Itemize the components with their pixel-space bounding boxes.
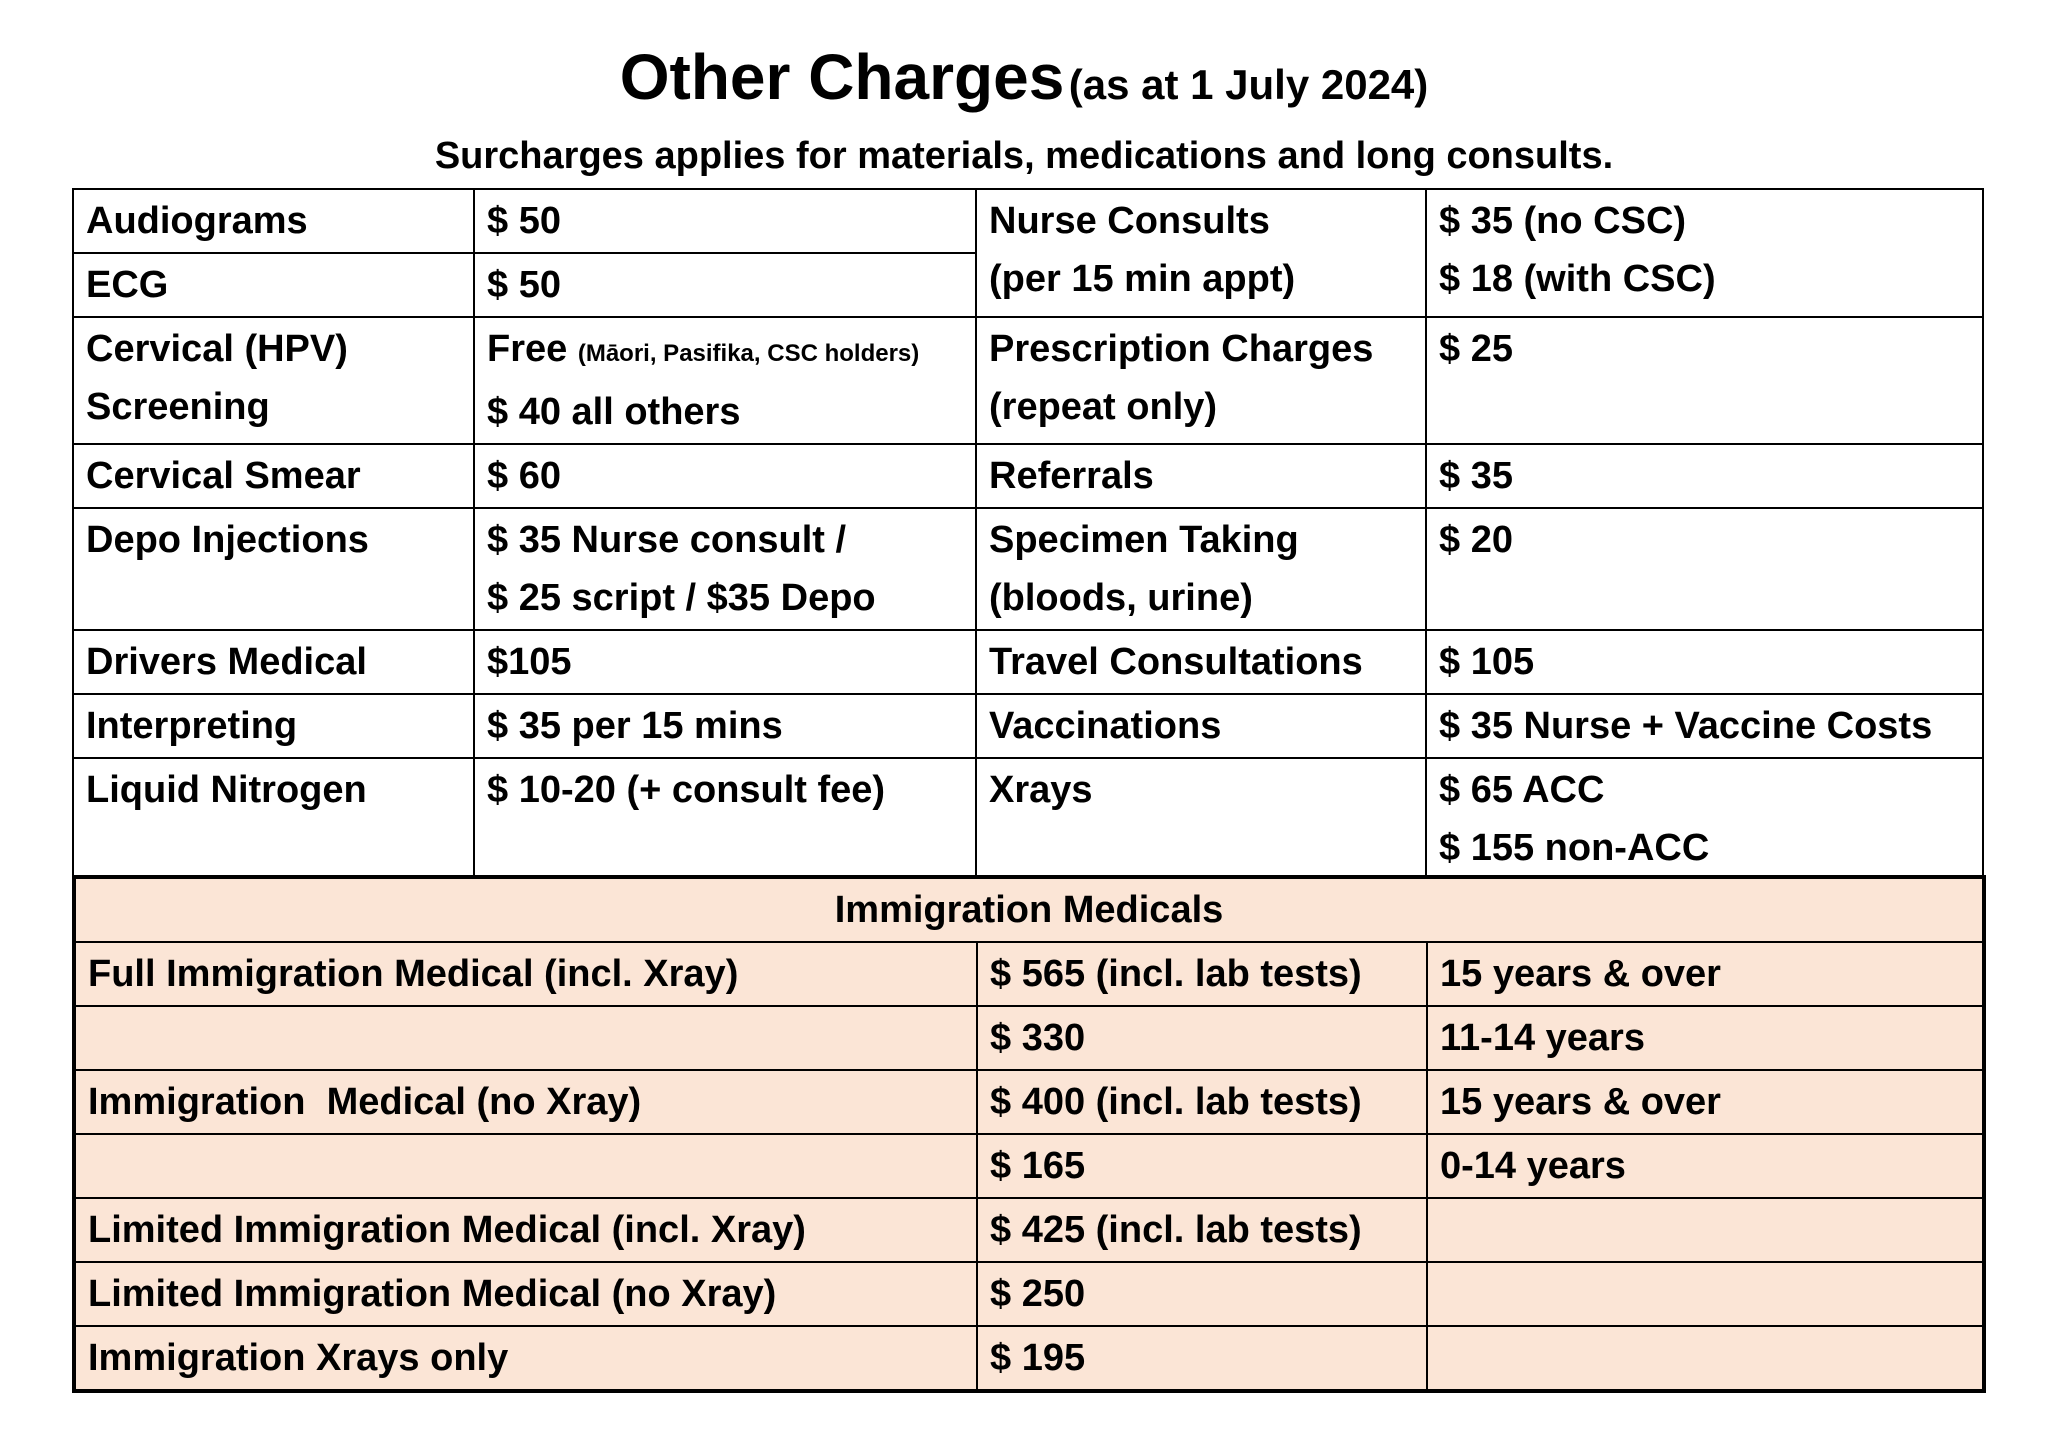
immigration-price: $ 165: [976, 1133, 1428, 1199]
charge-label: Depo Injections: [72, 507, 475, 631]
charge-label-line: Specimen Taking: [989, 519, 1299, 561]
table-row: Audiograms $ 50 Nurse Consults (per 15 m…: [72, 188, 1984, 318]
charge-label: Xrays: [975, 757, 1427, 881]
table-row: Immigration Xrays only $ 195: [73, 1325, 1986, 1392]
charge-price: $ 35 Nurse + Vaccine Costs: [1425, 693, 1984, 759]
immigration-age: 11-14 years: [1425, 1005, 1986, 1071]
immigration-service: Full Immigration Medical (incl. Xray): [73, 941, 978, 1007]
charge-price: $ 50: [473, 252, 977, 318]
free-eligibility-note: (Māori, Pasifika, CSC holders): [577, 340, 920, 367]
table-row: $ 330 11-14 years: [73, 1005, 1986, 1071]
charge-label: Prescription Charges (repeat only): [975, 316, 1427, 445]
charge-price: $ 50: [473, 188, 977, 254]
charge-price: Free (Māori, Pasifika, CSC holders) $ 40…: [473, 316, 977, 445]
charge-label: Cervical Smear: [72, 443, 475, 509]
charge-label-line: (per 15 min appt): [989, 258, 1296, 300]
immigration-service: Immigration Medical (no Xray): [73, 1069, 978, 1135]
immigration-heading: Immigration Medicals: [72, 876, 1986, 943]
table-row: Limited Immigration Medical (incl. Xray)…: [73, 1197, 1986, 1263]
charge-label-line: (repeat only): [989, 386, 1218, 428]
table-row: ECG $ 50: [72, 252, 1983, 318]
immigration-service: Immigration Xrays only: [73, 1325, 978, 1392]
charge-price: $ 10-20 (+ consult fee): [473, 757, 977, 881]
charge-label: Drivers Medical: [72, 629, 475, 695]
immigration-service: [73, 1133, 978, 1199]
charge-label: Nurse Consults (per 15 min appt): [975, 188, 1427, 318]
charge-label-line: Nurse Consults: [989, 200, 1270, 242]
charge-price: $ 35 Nurse consult / $ 25 script / $35 D…: [473, 507, 977, 631]
immigration-service: Limited Immigration Medical (no Xray): [73, 1261, 978, 1327]
table-row: Full Immigration Medical (incl. Xray) $ …: [73, 941, 1986, 1007]
table-row: Interpreting $ 35 per 15 mins Vaccinatio…: [72, 693, 1984, 759]
charge-label-line: Prescription Charges: [989, 328, 1374, 370]
title-date: (as at 1 July 2024): [1068, 61, 1429, 108]
table-row: Depo Injections $ 35 Nurse consult / $ 2…: [72, 507, 1984, 631]
free-label: Free: [487, 328, 568, 370]
charge-label: Interpreting: [72, 693, 475, 759]
charge-label: Referrals: [975, 443, 1427, 509]
charge-price-line: $ 35 (no CSC): [1439, 200, 1687, 242]
table-row: Cervical Smear $ 60 Referrals $ 35: [72, 443, 1984, 509]
table-row: Liquid Nitrogen $ 10-20 (+ consult fee) …: [72, 757, 1984, 881]
charge-price: $105: [473, 629, 977, 695]
charge-price: $ 105: [1425, 629, 1984, 695]
charge-label: Vaccinations: [975, 693, 1427, 759]
charge-price-line: $ 40 all others: [487, 391, 741, 433]
charge-label-line: Screening: [86, 386, 270, 428]
charge-label: ECG: [72, 252, 475, 318]
immigration-price: $ 330: [976, 1005, 1428, 1071]
table-row: Limited Immigration Medical (no Xray) $ …: [73, 1261, 1986, 1327]
immigration-age: [1425, 1197, 1986, 1263]
charge-label: Liquid Nitrogen: [72, 757, 475, 881]
immigration-age: [1425, 1325, 1986, 1392]
table-row: Immigration Medical (no Xray) $ 400 (inc…: [73, 1069, 1986, 1135]
charge-price: $ 65 ACC $ 155 non-ACC: [1425, 757, 1984, 881]
immigration-price: $ 195: [976, 1325, 1428, 1392]
charge-label: Specimen Taking (bloods, urine): [975, 507, 1427, 631]
charge-price: $ 25: [1425, 316, 1984, 445]
charge-price-line: $ 155 non-ACC: [1439, 827, 1710, 869]
charge-price-line: $ 65 ACC: [1439, 769, 1605, 811]
immigration-price: $ 250: [976, 1261, 1428, 1327]
immigration-age: [1425, 1261, 1986, 1327]
table-header-row: Immigration Medicals: [72, 876, 1986, 943]
charge-label: Travel Consultations: [975, 629, 1427, 695]
charge-label-line: Cervical (HPV): [86, 328, 348, 370]
charge-label-line: (bloods, urine): [989, 577, 1253, 619]
immigration-service: Limited Immigration Medical (incl. Xray): [73, 1197, 978, 1263]
immigration-price: $ 400 (incl. lab tests): [976, 1069, 1428, 1135]
charge-price-line: Free (Māori, Pasifika, CSC holders): [487, 320, 963, 383]
charge-price: $ 35: [1425, 443, 1984, 509]
immigration-medicals-table: Immigration Medicals Full Immigration Me…: [72, 875, 1987, 1393]
charge-price-line: $ 18 (with CSC): [1439, 258, 1716, 300]
charge-label: Cervical (HPV) Screening: [72, 316, 475, 445]
immigration-age: 15 years & over: [1425, 1069, 1986, 1135]
title-main: Other Charges: [619, 41, 1065, 113]
charge-price-line: $ 35 Nurse consult /: [487, 519, 847, 561]
table-row: Cervical (HPV) Screening Free (Māori, Pa…: [72, 316, 1984, 445]
table-row: $ 165 0-14 years: [73, 1133, 1986, 1199]
charge-label: Audiograms: [72, 188, 475, 254]
charge-price-line: $ 25 script / $35 Depo: [487, 577, 876, 619]
charge-price: $ 60: [473, 443, 977, 509]
immigration-price: $ 425 (incl. lab tests): [976, 1197, 1428, 1263]
page-title: Other Charges (as at 1 July 2024): [0, 40, 2048, 130]
immigration-price: $ 565 (incl. lab tests): [976, 941, 1428, 1007]
subtitle: Surcharges applies for materials, medica…: [434, 135, 1614, 177]
table-row: Drivers Medical $105 Travel Consultation…: [72, 629, 1984, 695]
immigration-service: [73, 1005, 978, 1071]
immigration-age: 0-14 years: [1425, 1133, 1986, 1199]
immigration-age: 15 years & over: [1425, 941, 1986, 1007]
charge-price: $ 20: [1425, 507, 1984, 631]
charge-price: $ 35 (no CSC) $ 18 (with CSC): [1425, 188, 1984, 318]
charge-price: $ 35 per 15 mins: [473, 693, 977, 759]
other-charges-table: Audiograms $ 50 Nurse Consults (per 15 m…: [72, 188, 1984, 881]
